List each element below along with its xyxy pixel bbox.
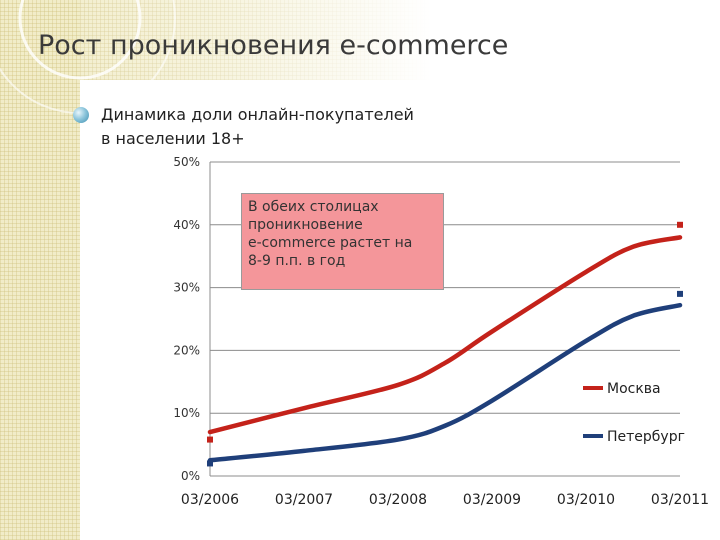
bullet-line-2: в населении 18+ xyxy=(101,129,245,148)
x-tick-label: 03/2010 xyxy=(557,492,615,508)
legend-label-0: Москва xyxy=(607,381,661,397)
bullet-icon xyxy=(73,107,89,123)
series-line-1 xyxy=(207,302,683,463)
bullet-text: Динамика доли онлайн-покупателей в насел… xyxy=(101,103,481,151)
x-tick-label: 03/2011 xyxy=(651,492,709,508)
y-tick-label: 20% xyxy=(173,343,200,357)
y-tick-label: 40% xyxy=(173,218,200,232)
series-marker-1 xyxy=(207,460,213,467)
legend-label-1: Петербург xyxy=(607,429,685,445)
slide-title: Рост проникновения e-commerce xyxy=(38,30,509,61)
y-tick-label: 30% xyxy=(173,281,200,295)
y-tick-label: 0% xyxy=(181,469,200,483)
x-tick-label: 03/2007 xyxy=(275,492,333,508)
series-marker-1 xyxy=(677,290,683,297)
series-marker-0 xyxy=(677,221,683,228)
annotation-line-3: e-commerce растет на xyxy=(248,235,413,251)
left-pattern-strip xyxy=(0,0,80,540)
bullet-line-1: Динамика доли онлайн-покупателей xyxy=(101,105,414,124)
annotation-line-2: проникновение xyxy=(248,217,363,233)
annotation-line-4: 8-9 п.п. в год xyxy=(248,253,346,269)
x-tick-label: 03/2006 xyxy=(181,492,239,508)
series-marker-0 xyxy=(207,436,213,443)
x-tick-label: 03/2008 xyxy=(369,492,427,508)
annotation-line-1: В обеих столицах xyxy=(248,199,379,215)
x-tick-label: 03/2009 xyxy=(463,492,521,508)
y-tick-label: 10% xyxy=(173,406,200,420)
annotation-box: В обеих столицах проникновение e-commerc… xyxy=(241,193,444,290)
series-line-0 xyxy=(207,235,683,435)
y-tick-label: 50% xyxy=(173,155,200,169)
top-pattern-strip xyxy=(0,0,720,80)
